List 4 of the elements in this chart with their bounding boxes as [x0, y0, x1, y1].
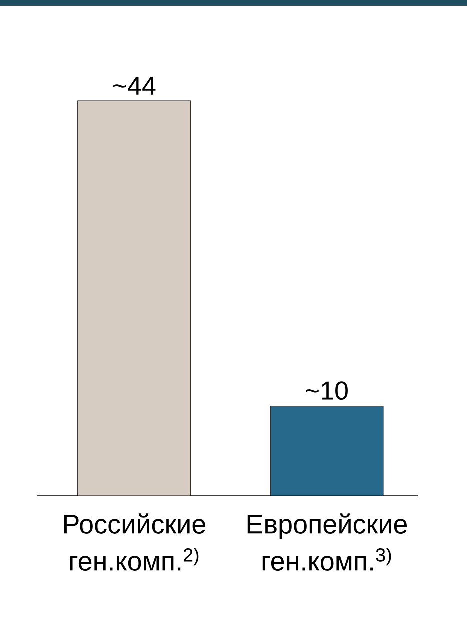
x-tick-label: Европейские ген.комп.$^{3)}$ — [248, 514, 408, 571]
data-label: ~10 — [306, 382, 348, 400]
data-label: ~44 — [114, 76, 156, 95]
x-tick-label: Российские ген.комп.$^{2)}$ — [64, 514, 206, 571]
